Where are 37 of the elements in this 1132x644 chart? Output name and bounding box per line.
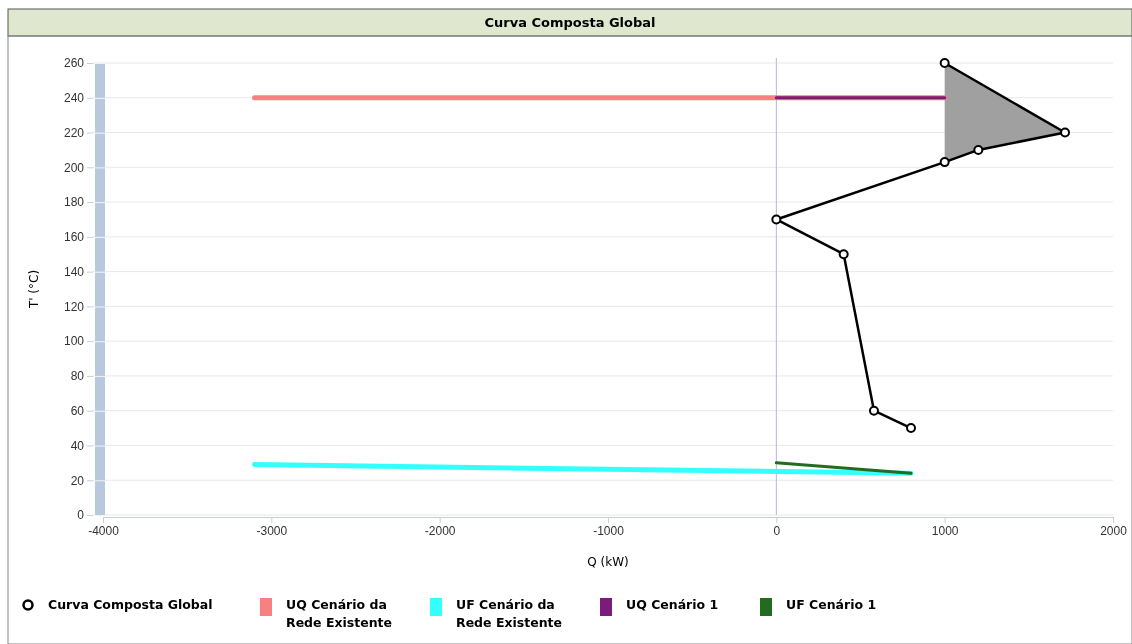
y-tick-label: 100 (63, 334, 85, 349)
y-tick-label: 60 (70, 404, 85, 419)
legend-label: UF Cenário 1 (786, 597, 877, 612)
y-tick-label: 120 (63, 299, 85, 314)
x-tick-label: -4000 (88, 523, 120, 538)
y-tick-label: 0 (77, 508, 85, 523)
y-tick-label: 80 (70, 369, 85, 384)
y-tick-label: 260 (63, 56, 85, 71)
point (939, 157, 950, 168)
y-tick-label: 220 (63, 125, 85, 140)
point (1060, 127, 1071, 138)
point (868, 405, 879, 416)
y-axis-title: T' (°C) (27, 269, 41, 310)
y-tick-label: 240 (63, 91, 85, 106)
point (838, 249, 849, 260)
y-tick-label: 140 (63, 264, 85, 279)
y-tick-label: 40 (70, 438, 85, 453)
x-tick-label: -3000 (256, 523, 288, 538)
legend-label: UQ Cenário da Rede Existente (286, 597, 393, 630)
point (973, 144, 984, 155)
legend-label: UQ Cenário 1 (626, 597, 719, 612)
legend-label: Curva Composta Global (48, 597, 213, 612)
x-tick-label: 2000 (1100, 523, 1128, 538)
point (906, 423, 916, 434)
x-axis-title: Q (kW) (587, 555, 629, 569)
x-tick-label: -2000 (424, 523, 456, 538)
y-tick-label: 200 (63, 160, 85, 175)
y-tick-label: 20 (70, 473, 85, 488)
legend-label: UF Cenário da Rede Existente (456, 597, 563, 630)
point (939, 58, 950, 68)
y-tick-label: 160 (63, 230, 85, 245)
y-tick-label: 180 (63, 195, 85, 210)
point (771, 214, 782, 225)
x-tick-label: -1000 (593, 523, 625, 538)
x-tick-label: 1000 (931, 523, 959, 538)
x-tick-label: 0 (773, 523, 781, 538)
chart-title: Curva Composta Global (484, 15, 656, 30)
